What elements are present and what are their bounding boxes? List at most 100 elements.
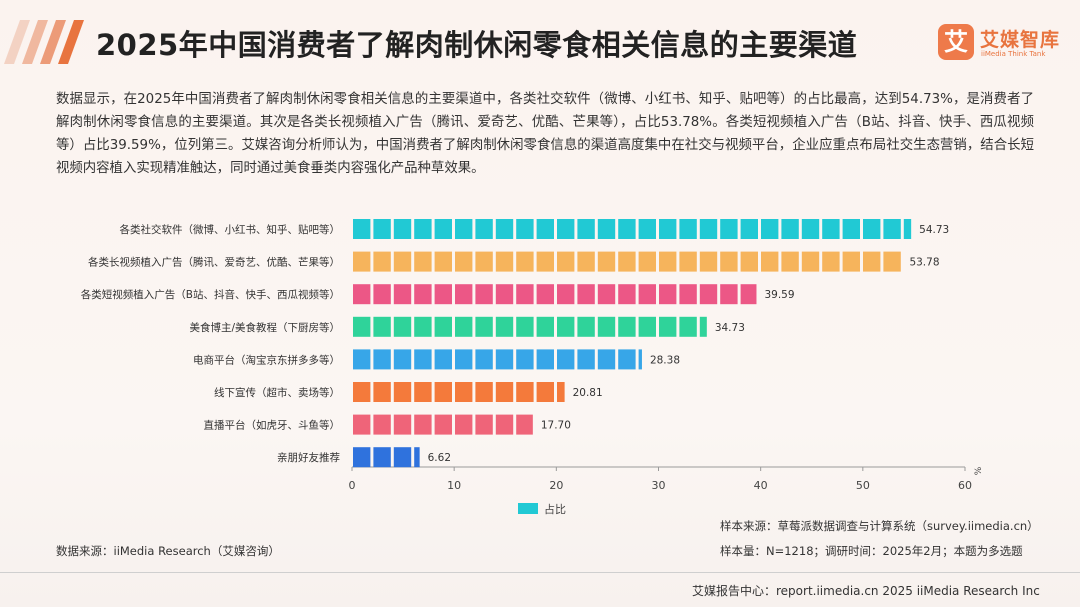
bar-chart: 0 10 20 30 40 50 60% 各类社交软件（微博、小红书、知乎、贴吧等） 54.73… bbox=[81, 219, 984, 492]
bar-segment bbox=[495, 349, 514, 370]
bar-segment bbox=[475, 414, 493, 435]
value-label: 28.38 bbox=[650, 354, 680, 366]
bar-segment bbox=[373, 447, 391, 468]
bar-segment bbox=[679, 219, 697, 239]
bar-segment bbox=[618, 349, 636, 370]
x-tick-label: 50 bbox=[856, 479, 870, 492]
bar-segment bbox=[353, 447, 371, 468]
sample-source-note: 样本来源：草莓派数据调查与计算系统（survey.iimedia.cn） bbox=[720, 519, 1039, 533]
bar-segment bbox=[699, 284, 718, 305]
bar-segment bbox=[373, 284, 391, 305]
category-label: 各类长视频植入广告（腾讯、爱奇艺、优酷、芒果等） bbox=[88, 256, 340, 269]
bar-segment bbox=[414, 284, 432, 305]
bar-segment bbox=[373, 219, 391, 239]
bar-segment bbox=[557, 316, 575, 337]
bar bbox=[353, 316, 707, 337]
bar-segment bbox=[903, 219, 912, 239]
bar-segment bbox=[495, 414, 514, 435]
value-label: 34.73 bbox=[715, 322, 745, 334]
bar-segment bbox=[577, 349, 595, 370]
value-label: 17.70 bbox=[541, 420, 571, 432]
bar-segment bbox=[414, 251, 432, 272]
bar-segment bbox=[373, 349, 391, 370]
footer-divider bbox=[0, 572, 1080, 573]
bar-segment bbox=[516, 382, 534, 402]
bar-segment bbox=[353, 414, 371, 435]
brand-name: 艾媒智库 bbox=[980, 29, 1061, 51]
summary-paragraph: 数据显示，在2025年中国消费者了解肉制休闲零食相关信息的主要渠道中，各类社交软… bbox=[56, 92, 1034, 176]
bar-segment bbox=[434, 349, 452, 370]
bar-segment bbox=[679, 316, 697, 337]
bar-segment bbox=[414, 349, 432, 370]
bar-segment bbox=[516, 316, 534, 337]
bar-segment bbox=[597, 316, 616, 337]
legend-label: 占比 bbox=[544, 503, 566, 516]
value-label: 6.62 bbox=[428, 452, 451, 464]
bar-segment bbox=[475, 382, 493, 402]
bar-segment bbox=[638, 284, 656, 305]
bar-segment bbox=[659, 219, 677, 239]
bar-segment bbox=[699, 251, 718, 272]
bar-segment bbox=[516, 219, 534, 239]
category-label: 各类短视频植入广告（B站、抖音、快手、西瓜视频等） bbox=[81, 288, 340, 301]
bar-segment bbox=[434, 284, 452, 305]
bar-segment bbox=[455, 219, 473, 239]
bar-segment bbox=[516, 284, 534, 305]
bar-segment bbox=[536, 382, 554, 402]
bar-segment bbox=[455, 284, 473, 305]
category-label: 亲朋好友推荐 bbox=[277, 451, 340, 464]
category-label: 线下宣传（超市、卖场等） bbox=[214, 386, 340, 399]
bar-segment bbox=[393, 447, 412, 468]
bar-segment bbox=[740, 219, 758, 239]
bar-segment bbox=[414, 414, 432, 435]
bar-segment bbox=[597, 219, 616, 239]
bar-segment bbox=[414, 219, 432, 239]
brand-logo-block: 艾 艾媒智库 iiMedia Think Tank bbox=[938, 24, 1070, 64]
bar-segment bbox=[475, 251, 493, 272]
bar-segment bbox=[577, 284, 595, 305]
x-tick-label: 10 bbox=[447, 479, 461, 492]
value-label: 54.73 bbox=[919, 224, 949, 236]
bar-segment bbox=[740, 284, 757, 305]
bar-segment bbox=[720, 284, 738, 305]
bar-segment bbox=[699, 219, 718, 239]
bar-segment bbox=[781, 219, 799, 239]
bar-segment bbox=[495, 382, 514, 402]
bar-segment bbox=[393, 251, 412, 272]
data-source-note: 数据来源：iiMedia Research（艾媒咨询） bbox=[56, 544, 280, 558]
bar-segment bbox=[353, 284, 371, 305]
bar-segment bbox=[434, 219, 452, 239]
bar-segment bbox=[842, 219, 860, 239]
bar-segment bbox=[495, 251, 514, 272]
bar-segment bbox=[393, 349, 412, 370]
bar-segment bbox=[659, 284, 677, 305]
bar-segment bbox=[455, 414, 473, 435]
category-label: 各类社交软件（微博、小红书、知乎、贴吧等） bbox=[120, 223, 341, 236]
x-tick-label: 40 bbox=[754, 479, 768, 492]
bar-segment bbox=[536, 219, 554, 239]
category-label: 电商平台（淘宝京东拼多多等） bbox=[193, 353, 340, 366]
bar-segment bbox=[495, 219, 514, 239]
bar-segment bbox=[883, 219, 901, 239]
bar-segment bbox=[475, 284, 493, 305]
bar-segment bbox=[536, 284, 554, 305]
bar bbox=[353, 284, 757, 305]
bar-segment bbox=[475, 219, 493, 239]
brand-logo-icon: 艾 bbox=[938, 24, 974, 60]
bar-segment bbox=[393, 382, 412, 402]
bar-segment bbox=[863, 219, 881, 239]
bar-segment bbox=[679, 284, 697, 305]
bar-segment bbox=[434, 316, 452, 337]
bar-segment bbox=[393, 284, 412, 305]
bar-segment bbox=[822, 219, 840, 239]
bar-segment bbox=[373, 251, 391, 272]
header-stripes-decoration bbox=[4, 20, 84, 64]
bar-segment bbox=[618, 316, 636, 337]
bar-segment bbox=[801, 219, 820, 239]
bar-segment bbox=[883, 251, 901, 272]
bar-segment bbox=[353, 251, 371, 272]
footer-text: 艾媒报告中心：report.iimedia.cn 2025 iiMedia Re… bbox=[692, 584, 1040, 598]
bar-segment bbox=[393, 316, 412, 337]
bar-segment bbox=[353, 382, 371, 402]
x-tick-label: 30 bbox=[652, 479, 666, 492]
